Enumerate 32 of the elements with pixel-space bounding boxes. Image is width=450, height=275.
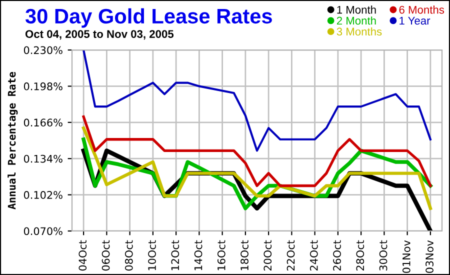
x-tick-label: 14Oct	[194, 240, 202, 270]
y-tick-label: 0.134%	[24, 154, 62, 163]
x-tick-label: 28Oct	[356, 240, 364, 271]
x-tick-label: 24Oct	[310, 240, 318, 271]
legend-label: 1 Year	[400, 16, 430, 25]
x-tick-label: 16Oct	[217, 240, 226, 270]
x-tick-label: 01Nov	[402, 240, 410, 273]
y-tick-label: 0.070%	[24, 227, 62, 236]
chart-title: 30 Day Gold Lease Rates	[25, 8, 272, 28]
x-tick-label: 04Oct	[78, 240, 87, 271]
y-tick-label: 0.198%	[24, 82, 62, 90]
x-tick-label: 08Oct	[124, 240, 133, 271]
line-series	[82, 115, 432, 188]
y-tick-label: 0.102%	[24, 191, 62, 199]
x-tick-label: 20Oct	[264, 240, 272, 271]
x-tick-label: 30Oct	[379, 240, 388, 270]
legend-label: 1 Month	[337, 6, 376, 14]
line-series	[82, 50, 432, 152]
legend-label: 3 Months	[336, 27, 382, 36]
x-tick-label: 12Oct	[171, 240, 180, 270]
chart-subtitle: Oct 04, 2005 to Nov 03, 2005	[25, 30, 174, 40]
x-tick-label: 03Nov	[426, 240, 434, 273]
legend-label: 6 Months	[399, 6, 444, 14]
y-axis-title: Annual Percentage Rate	[8, 72, 18, 210]
x-tick-label: 18Oct	[240, 240, 248, 270]
x-tick-label: 10Oct	[148, 240, 156, 270]
y-tick-label: 0.230%	[24, 46, 62, 54]
x-tick-label: 26Oct	[333, 240, 341, 271]
x-tick-label: 22Oct	[286, 240, 295, 271]
y-tick-label: 0.166%	[24, 118, 62, 127]
x-tick-label: 06Oct	[102, 240, 110, 271]
legend-label: 2 Month	[336, 16, 376, 25]
